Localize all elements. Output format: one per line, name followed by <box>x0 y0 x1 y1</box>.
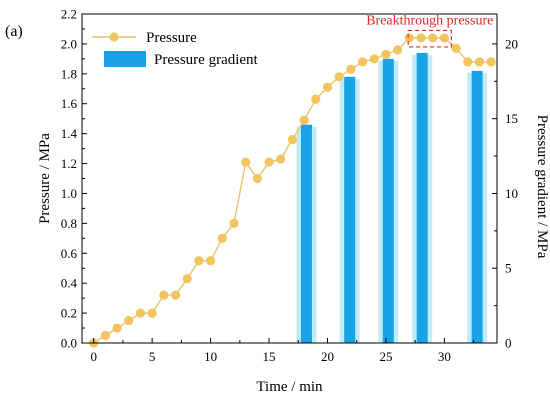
x-tick-label: 0 <box>90 349 97 364</box>
gradient-bar <box>416 52 428 344</box>
pressure-point <box>229 218 239 228</box>
y-right-tick-label: 0 <box>505 336 512 351</box>
pressure-point <box>404 33 414 43</box>
pressure-point <box>194 256 204 266</box>
pressure-point <box>205 256 216 266</box>
breakthrough-box <box>407 29 452 48</box>
pressure-point <box>322 82 333 92</box>
y-left-tick-label: 2.2 <box>61 7 77 22</box>
legend-pressure-marker <box>109 32 119 42</box>
x-tick-label: 15 <box>263 349 276 364</box>
panel-label: (a) <box>5 23 23 40</box>
gradient-bar <box>344 76 356 344</box>
x-tick-label: 25 <box>379 349 392 364</box>
pressure-point <box>276 154 286 164</box>
y-left-tick-label: 1.0 <box>61 186 77 201</box>
gradient-bar <box>300 124 312 343</box>
pressure-point <box>112 323 122 333</box>
pressure-point <box>486 57 496 67</box>
pressure-point <box>264 157 274 167</box>
pressure-point <box>287 135 298 145</box>
y-left-tick-label: 0.6 <box>61 246 78 261</box>
y-axis-right-label: Pressure gradient / MPa <box>534 115 550 259</box>
pressure-point <box>182 274 192 284</box>
pressure-point <box>416 33 426 43</box>
y-right-tick-label: 15 <box>505 111 518 126</box>
x-tick-label: 30 <box>438 349 451 364</box>
pressure-point <box>100 330 110 341</box>
y-left-tick-label: 1.6 <box>61 96 78 111</box>
y-axis-left-label: Pressure / MPa <box>37 133 53 224</box>
pressure-point <box>346 64 356 74</box>
y-left-tick-label: 0.2 <box>61 306 77 321</box>
y-right-tick-label: 5 <box>505 261 512 276</box>
x-tick-label: 10 <box>204 349 217 364</box>
pressure-point <box>217 233 227 243</box>
y-right-tick-label: 10 <box>505 186 518 201</box>
pressure-point <box>147 308 157 318</box>
pressure-point <box>170 290 181 300</box>
y-left-tick-label: 1.8 <box>61 66 77 81</box>
gradient-bar <box>382 58 394 343</box>
pressure-point <box>124 315 134 326</box>
pressure-point <box>428 33 438 43</box>
y-left-tick-label: 0.0 <box>61 336 77 351</box>
annotation-layer: Breakthrough pressure <box>366 13 493 48</box>
pressure-point <box>311 94 321 104</box>
x-axis-label: Time / min <box>256 379 323 395</box>
y-right-tick-label: 20 <box>505 36 518 51</box>
pressure-point <box>369 54 379 64</box>
breakthrough-label: Breakthrough pressure <box>366 13 493 28</box>
pressure-point <box>393 45 403 55</box>
pressure-point <box>252 173 262 184</box>
pressure-point <box>463 57 473 67</box>
axes: 0 5 10 15 20 25 30 0.0 0.2 0.4 0.6 0.8 1.0 1.2 1.4 1.6 1… <box>61 7 518 365</box>
legend-pressure-label: Pressure <box>146 30 197 46</box>
y-left-tick-label: 1.2 <box>61 156 77 171</box>
pressure-point <box>159 290 169 300</box>
pressure-point <box>439 33 449 43</box>
pressure-point <box>381 49 391 59</box>
pressure-point <box>135 308 146 318</box>
y-left-tick-label: 2.0 <box>61 36 77 51</box>
y-left-tick-label: 0.8 <box>61 216 77 231</box>
gradient-bar <box>471 70 483 343</box>
x-tick-label: 5 <box>149 349 156 364</box>
pressure-point <box>334 72 344 82</box>
legend-gradient-swatch <box>104 51 146 67</box>
x-tick-label: 20 <box>321 349 334 364</box>
pressure-point <box>451 43 461 53</box>
y-left-tick-label: 1.4 <box>61 126 78 141</box>
pressure-point <box>474 57 485 67</box>
pressure-point <box>357 57 368 67</box>
legend: Pressure Pressure gradient <box>92 30 259 68</box>
y-left-tick-label: 0.4 <box>61 276 78 291</box>
legend-gradient-label: Pressure gradient <box>154 52 259 68</box>
pressure-series <box>89 33 496 348</box>
pressure-point <box>241 157 251 167</box>
bars-layer <box>296 52 488 344</box>
pressure-point <box>299 115 309 125</box>
